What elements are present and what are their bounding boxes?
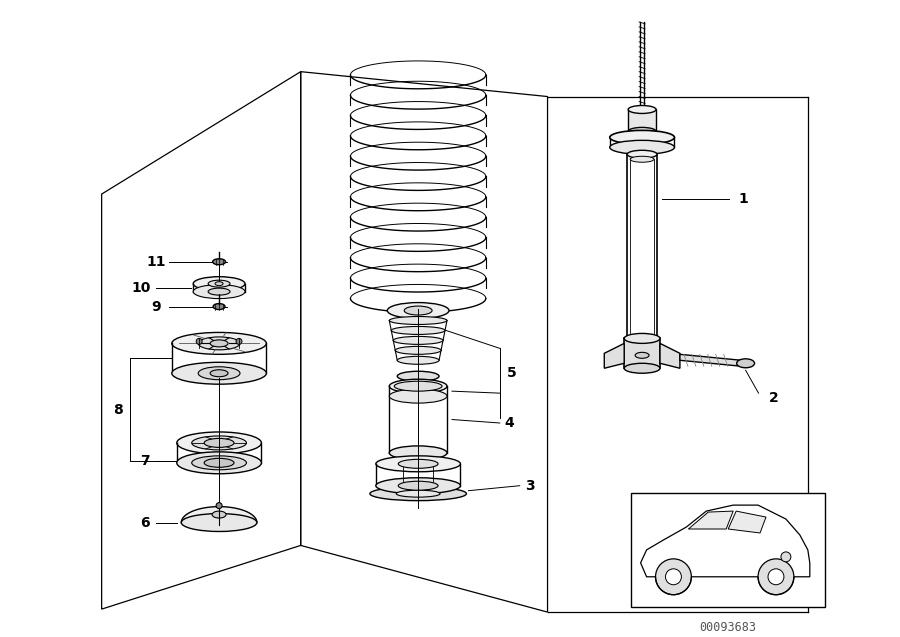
Ellipse shape [370,487,466,501]
Ellipse shape [398,481,438,490]
Ellipse shape [210,369,228,376]
Ellipse shape [404,306,432,315]
Ellipse shape [627,150,657,158]
Ellipse shape [387,303,449,318]
Ellipse shape [609,140,674,154]
Ellipse shape [628,106,656,113]
Ellipse shape [635,352,649,358]
Ellipse shape [390,389,447,403]
Ellipse shape [192,436,247,450]
Circle shape [781,552,791,562]
Text: 7: 7 [140,454,149,468]
Text: 8: 8 [112,403,122,417]
Ellipse shape [625,363,660,373]
Ellipse shape [172,362,266,384]
Ellipse shape [198,367,240,380]
Ellipse shape [376,456,461,472]
Circle shape [768,569,784,585]
Ellipse shape [395,347,441,354]
Ellipse shape [390,446,447,460]
Ellipse shape [628,127,656,135]
Bar [631,492,825,607]
Ellipse shape [192,456,247,469]
Text: 3: 3 [525,479,535,492]
Ellipse shape [208,280,230,287]
Bar [625,338,660,368]
Ellipse shape [393,336,443,345]
Text: 00093683: 00093683 [699,621,757,634]
Ellipse shape [213,304,225,310]
Text: 4: 4 [505,416,515,430]
Ellipse shape [376,478,461,494]
Text: 9: 9 [151,299,161,313]
Ellipse shape [397,371,439,381]
Bar [628,110,656,131]
Polygon shape [641,505,810,576]
Ellipse shape [394,381,442,391]
Ellipse shape [176,432,261,454]
Ellipse shape [390,317,447,324]
Text: 5: 5 [507,366,517,380]
Text: 6: 6 [140,515,149,529]
Ellipse shape [204,438,234,447]
Ellipse shape [396,490,440,497]
Ellipse shape [215,282,223,285]
Ellipse shape [398,459,438,468]
Text: 2: 2 [769,391,778,405]
Ellipse shape [625,333,660,343]
Polygon shape [728,511,766,533]
Polygon shape [181,506,256,522]
Circle shape [758,559,794,595]
Ellipse shape [392,326,445,334]
Polygon shape [688,511,734,529]
Ellipse shape [212,259,226,265]
Ellipse shape [172,333,266,354]
Text: 10: 10 [131,281,151,295]
Ellipse shape [397,356,439,364]
Polygon shape [604,343,625,368]
Circle shape [655,559,691,595]
Text: 1: 1 [739,192,749,206]
Ellipse shape [212,511,226,518]
Circle shape [236,338,242,345]
Ellipse shape [627,334,657,342]
Ellipse shape [176,452,261,474]
Text: 11: 11 [147,255,166,269]
Ellipse shape [194,285,245,299]
Ellipse shape [609,131,674,145]
Ellipse shape [736,359,754,368]
Circle shape [665,569,681,585]
Ellipse shape [204,459,234,468]
Polygon shape [660,343,680,368]
Polygon shape [680,354,742,366]
Ellipse shape [194,276,245,290]
Ellipse shape [208,288,230,295]
Ellipse shape [390,379,447,393]
Circle shape [216,503,222,508]
Ellipse shape [210,340,228,347]
Ellipse shape [181,513,256,531]
Ellipse shape [630,156,654,162]
Circle shape [196,338,202,345]
Ellipse shape [198,337,240,350]
